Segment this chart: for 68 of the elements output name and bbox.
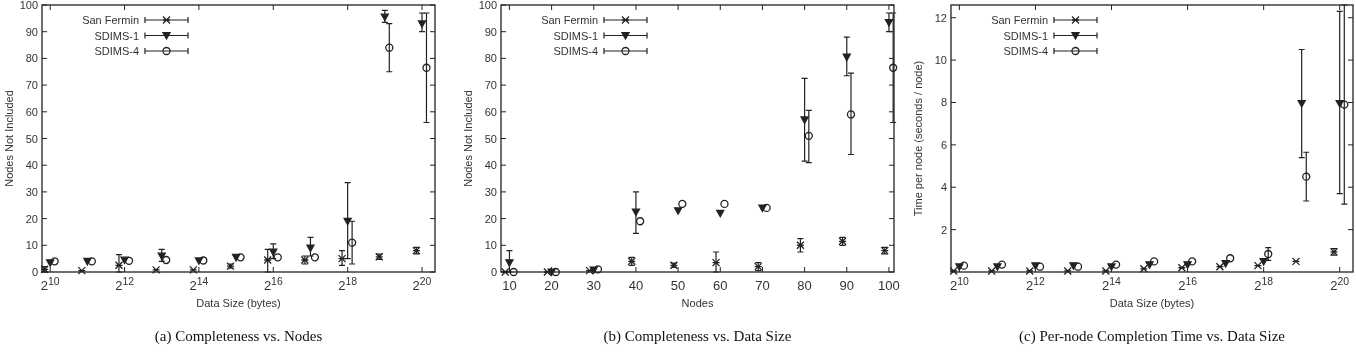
y-tick-label: 30 [25,185,38,198]
x-axis-title: Data Size (bytes) [1109,297,1195,309]
legend-label: SDIMS-4 [94,45,139,57]
y-tick-label: 50 [484,132,497,145]
x-tick-label: 40 [628,278,644,293]
x-tick-label: 2$^{14}$ [1102,275,1122,293]
x-tick-label: 70 [755,278,770,293]
x-tick-label: 50 [670,278,686,293]
text: (c) Per-node Completion Time vs. Data Size [1019,328,1286,345]
y-tick-label: 4 [940,181,947,194]
y-tick-label: 8 [940,96,947,109]
y-tick-label: 40 [484,159,497,172]
y-tick-label: 60 [484,105,497,118]
y-tick-label: 100 [19,0,38,11]
legend-label: SDIMS-1 [1003,29,1048,42]
y-tick-label: 80 [25,52,38,65]
y-tick-label: 80 [484,52,497,65]
y-tick-label: 0 [490,266,497,278]
y-tick-label: 2 [940,223,947,236]
x-axis-title: Data Size (bytes) [196,297,281,309]
y-tick-label: 70 [25,79,38,92]
y-tick-label: 10 [934,54,947,67]
legend-label: SDIMS-1 [553,29,598,42]
y-tick-label: 6 [940,138,947,151]
y-tick-label: 40 [25,159,38,172]
x-tick-label: 2$^{20}$ [1330,275,1350,293]
legend-label: SDIMS-1 [94,29,139,42]
y-tick-label: 90 [25,25,38,38]
x-tick-label: 2$^{12}$ [115,275,135,293]
y-axis-title: Time per node (seconds / node) [912,60,924,217]
y-axis-title: Nodes Not Included [3,90,15,187]
x-tick-label: 90 [839,278,855,293]
legend-label: San Fermin [541,14,598,26]
x-tick-label: 100 [878,278,900,293]
x-tick-label: 2$^{18}$ [338,275,358,293]
x-tick-label: 2$^{20}$ [412,275,432,293]
y-tick-label: 20 [25,212,38,225]
x-tick-label: 60 [713,278,728,293]
y-tick-label: 20 [484,212,497,225]
y-tick-label: 50 [25,132,38,145]
x-tick-label: 30 [586,278,601,293]
y-tick-label: 30 [484,185,497,198]
x-tick-label: 2$^{10}$ [40,275,60,293]
text: (a) Completeness vs. Nodes [154,328,323,345]
x-tick-label: 2$^{12}$ [1026,275,1046,293]
x-tick-label: 2$^{18}$ [1254,275,1274,293]
y-tick-label: 10 [484,239,497,252]
legend-label: SDIMS-4 [1003,45,1048,57]
x-tick-label: 2$^{14}$ [189,275,209,293]
x-tick-label: 80 [797,278,812,293]
x-tick-label: 20 [544,278,559,293]
x-axis-title: Nodes [681,297,714,309]
y-tick-label: 0 [31,266,38,278]
y-axis-title: Nodes Not Included [462,90,474,187]
legend-label: San Fermin [991,14,1048,26]
y-tick-label: 70 [484,79,497,92]
y-tick-label: 90 [484,25,497,38]
x-tick-label: 2$^{16}$ [263,275,283,293]
x-tick-label: 10 [502,278,517,293]
y-tick-label: 60 [25,105,38,118]
x-tick-label: 2$^{10}$ [949,275,969,293]
y-tick-label: 100 [478,0,497,11]
y-tick-label: 10 [25,239,38,252]
y-tick-label: 12 [934,11,947,24]
x-tick-label: 2$^{16}$ [1178,275,1198,293]
legend-label: SDIMS-4 [553,45,598,57]
legend-label: San Fermin [82,14,139,26]
text: (b) Completeness vs. Data Size [603,328,792,345]
